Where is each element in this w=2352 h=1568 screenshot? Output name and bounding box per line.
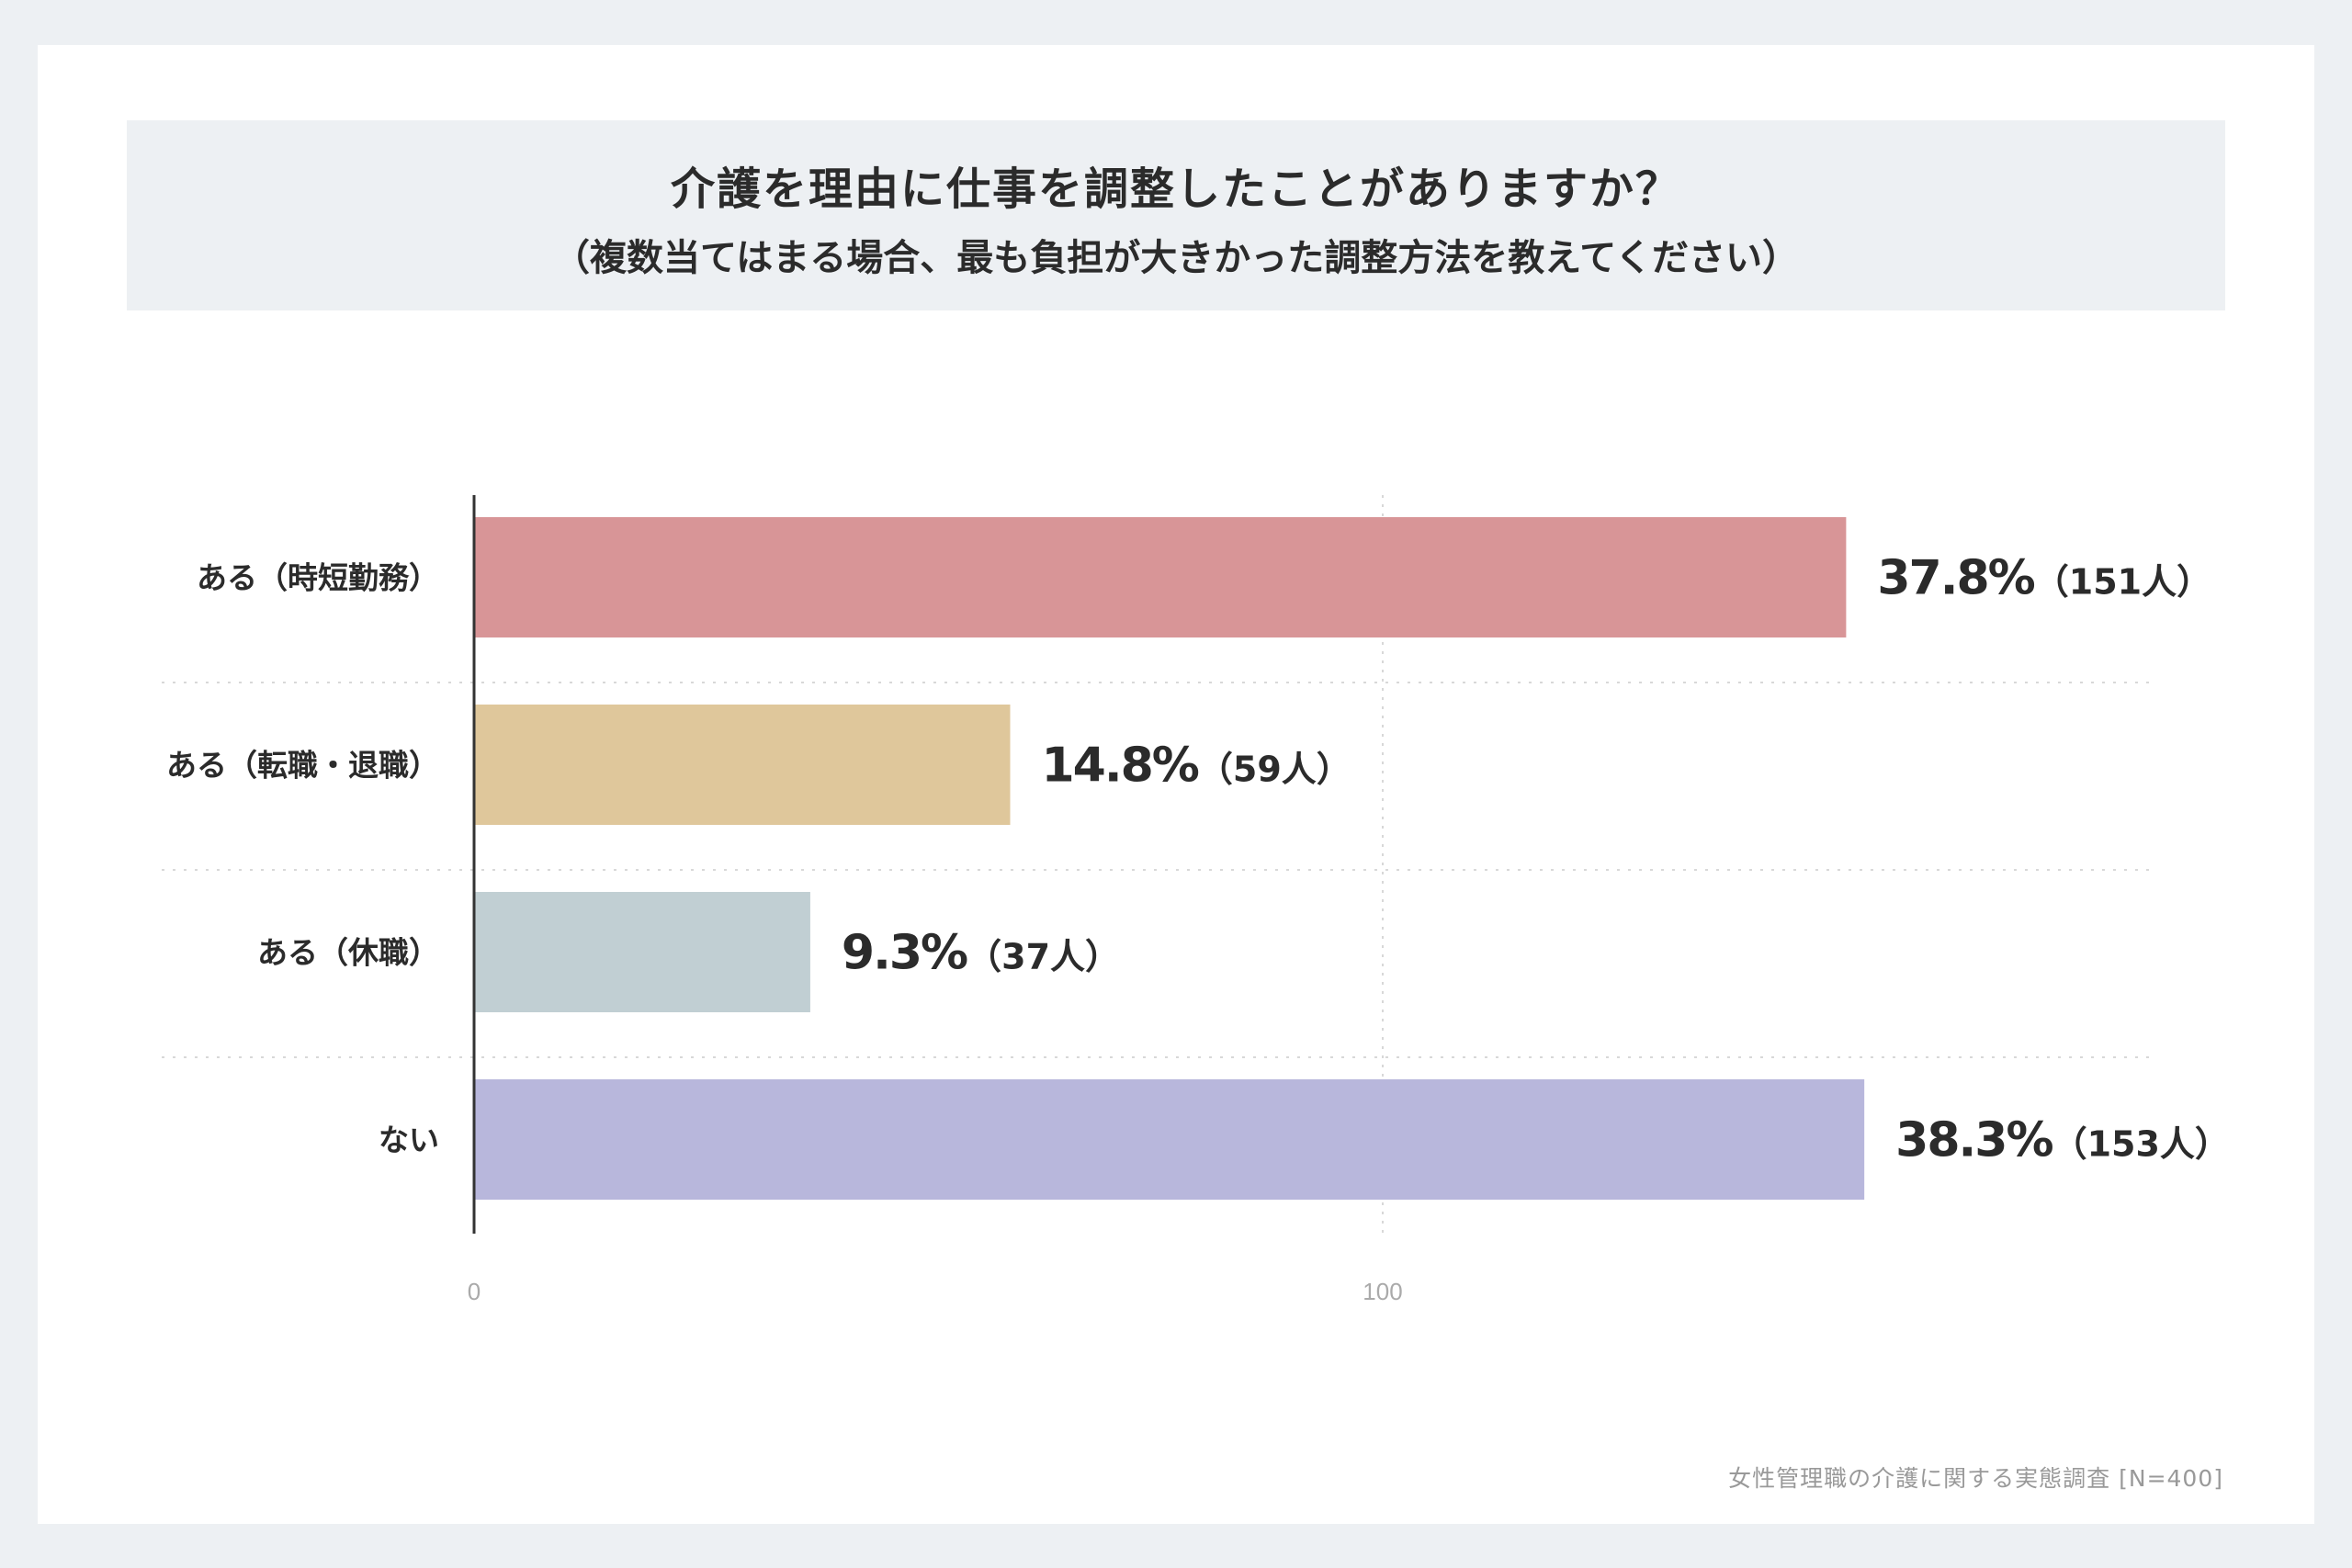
- count-label: （59人）: [1198, 750, 1351, 790]
- source-note: 女性管理職の介護に関する実態調査 [N=400]: [1728, 1465, 2223, 1492]
- bar: [474, 517, 1847, 637]
- bar: [474, 1079, 1865, 1200]
- count-label: （151人）: [2034, 562, 2211, 603]
- x-tick-label: 100: [1363, 1278, 1402, 1305]
- count-label: （37人）: [967, 937, 1120, 977]
- bar: [474, 705, 1011, 825]
- category-label: ない: [379, 1122, 439, 1158]
- percent-label: 9.3%: [842, 926, 967, 981]
- count-label: （153人）: [2052, 1124, 2230, 1165]
- x-tick-label: 0: [468, 1278, 481, 1305]
- chart-title: 介護を理由に仕事を調整したことがありますか？: [670, 164, 1681, 215]
- data-label: 9.3%（37人）: [842, 926, 1120, 981]
- chart-subtitle: （複数当てはまる場合、最も負担が大きかった調整方法を教えてください）: [553, 237, 1799, 279]
- data-label: 14.8%（59人）: [1042, 739, 1351, 794]
- percent-label: 14.8%: [1042, 739, 1199, 794]
- percent-label: 38.3%: [1895, 1113, 2052, 1168]
- data-label: 38.3%（153人）: [1895, 1113, 2230, 1168]
- category-label: ある（時短勤務）: [197, 560, 439, 596]
- title-box: [127, 120, 2225, 310]
- category-label: ある（転職・退職）: [166, 748, 439, 784]
- data-label: 37.8%（151人）: [1877, 551, 2211, 606]
- percent-label: 37.8%: [1877, 551, 2034, 606]
- bar: [474, 892, 810, 1012]
- category-label: ある（休職）: [257, 935, 439, 971]
